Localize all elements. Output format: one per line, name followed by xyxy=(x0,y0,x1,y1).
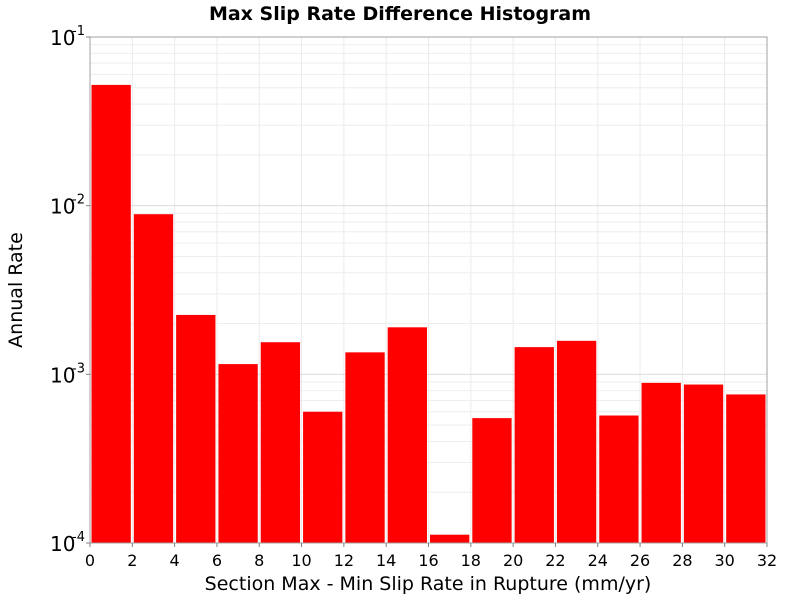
histogram-bar xyxy=(556,340,597,543)
x-tick-label: 26 xyxy=(630,551,650,570)
y-tick-exponent: -3 xyxy=(72,361,85,376)
histogram-bar xyxy=(641,382,681,543)
x-tick-label: 6 xyxy=(212,551,222,570)
x-tick-label: 28 xyxy=(672,551,692,570)
x-tick-label: 14 xyxy=(376,551,396,570)
y-axis-ticks: 10-410-310-210-1 xyxy=(50,24,90,556)
x-tick-label: 30 xyxy=(715,551,735,570)
y-tick-exponent: -1 xyxy=(72,24,85,39)
x-axis-ticks: 0 2 4 6 8 10 12 14 16 18 20 22 24 26 28 30 32 xyxy=(85,543,777,570)
histogram-bar xyxy=(514,347,554,543)
x-tick-label: 0 xyxy=(85,551,95,570)
y-tick-exponent: -2 xyxy=(72,193,85,208)
histogram-bar xyxy=(345,352,385,543)
x-tick-label: 8 xyxy=(254,551,264,570)
x-tick-label: 4 xyxy=(170,551,180,570)
y-tick-label: 10 xyxy=(50,26,75,50)
histogram-bar xyxy=(133,214,174,543)
histogram-bar xyxy=(218,364,258,543)
y-tick-label: 10 xyxy=(50,532,75,556)
x-tick-label: 22 xyxy=(545,551,565,570)
bars xyxy=(91,84,766,544)
histogram-bar xyxy=(303,411,343,543)
histogram-bar xyxy=(726,394,766,543)
x-tick-label: 24 xyxy=(588,551,608,570)
histogram-bar xyxy=(599,415,639,543)
x-tick-label: 20 xyxy=(503,551,523,570)
histogram-bar xyxy=(472,418,512,543)
histogram-bar xyxy=(91,84,131,544)
y-axis-label: Annual Rate xyxy=(5,232,27,348)
histogram-bar xyxy=(387,327,427,543)
x-tick-label: 10 xyxy=(291,551,311,570)
chart-title: Max Slip Rate Difference Histogram xyxy=(209,3,591,25)
x-tick-label: 16 xyxy=(418,551,438,570)
x-axis-label: Section Max - Min Slip Rate in Rupture (… xyxy=(205,573,652,595)
y-tick-label: 10 xyxy=(50,363,75,387)
x-tick-label: 18 xyxy=(461,551,481,570)
x-tick-label: 32 xyxy=(757,551,777,570)
x-tick-label: 12 xyxy=(334,551,354,570)
y-tick-label: 10 xyxy=(50,195,75,219)
histogram-bar xyxy=(683,384,724,543)
x-tick-label: 2 xyxy=(127,551,137,570)
histogram-bar xyxy=(176,314,216,543)
histogram-bar xyxy=(430,534,470,543)
histogram-bar xyxy=(260,342,301,543)
y-tick-exponent: -4 xyxy=(72,530,85,545)
